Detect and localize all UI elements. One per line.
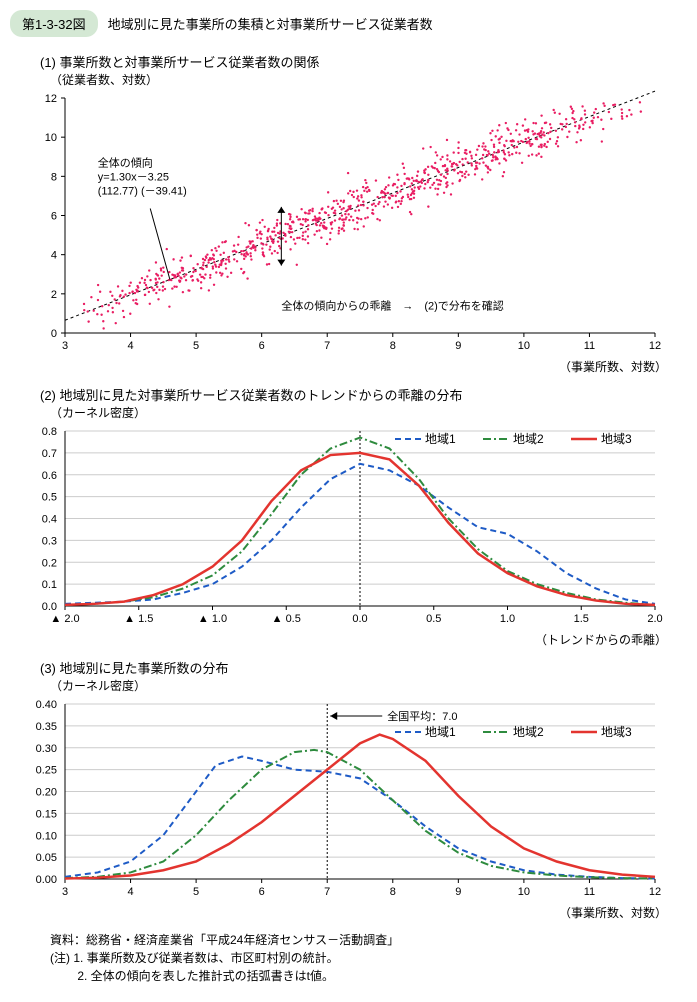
svg-text:地域2: 地域2	[513, 725, 544, 739]
svg-text:9: 9	[455, 886, 461, 898]
svg-text:12: 12	[45, 93, 57, 105]
svg-text:地域3: 地域3	[601, 432, 632, 446]
svg-text:4: 4	[127, 886, 133, 898]
svg-text:地域2: 地域2	[513, 432, 544, 446]
panel2-title: (2) 地域別に見た対事業所サービス従業者数のトレンドからの乖離の分布	[40, 385, 687, 404]
panel1-xlabel: （事業所数、対数）	[10, 358, 667, 375]
svg-text:10: 10	[518, 340, 530, 352]
svg-text:12: 12	[649, 886, 661, 898]
svg-text:6: 6	[51, 211, 57, 223]
svg-text:▲ 1.0: ▲ 1.0	[198, 613, 227, 625]
svg-text:地域1: 地域1	[425, 725, 456, 739]
svg-text:全体の傾向からの乖離 → (2)で分布を確認: 全体の傾向からの乖離 → (2)で分布を確認	[281, 299, 503, 313]
svg-text:3: 3	[62, 886, 68, 898]
svg-text:0.15: 0.15	[36, 808, 57, 820]
svg-text:(112.77) (－39.41): (112.77) (－39.41)	[98, 186, 187, 198]
svg-text:0.2: 0.2	[42, 557, 57, 569]
svg-text:2: 2	[51, 289, 57, 301]
svg-text:0.3: 0.3	[42, 535, 57, 547]
figure-title: 地域別に見た事業所の集積と対事業所サービス従業者数	[108, 14, 433, 33]
svg-text:7: 7	[324, 886, 330, 898]
svg-text:全国平均：7.0: 全国平均：7.0	[387, 709, 457, 723]
svg-text:0.0: 0.0	[42, 601, 57, 613]
svg-text:1.0: 1.0	[500, 613, 515, 625]
svg-text:地域1: 地域1	[425, 432, 456, 446]
svg-text:10: 10	[45, 132, 57, 144]
svg-text:0: 0	[51, 328, 57, 340]
svg-text:11: 11	[584, 886, 595, 898]
svg-text:12: 12	[649, 340, 661, 352]
panel3-title: (3) 地域別に見た事業所数の分布	[40, 658, 687, 677]
svg-text:5: 5	[193, 340, 199, 352]
svg-text:6: 6	[259, 340, 265, 352]
svg-text:5: 5	[193, 886, 199, 898]
svg-text:0.0: 0.0	[352, 613, 367, 625]
svg-text:0.7: 0.7	[42, 448, 57, 460]
panel1-title: (1) 事業所数と対事業所サービス従業者数の関係	[40, 52, 687, 71]
svg-text:0.00: 0.00	[36, 874, 57, 886]
svg-text:▲ 0.5: ▲ 0.5	[272, 613, 301, 625]
svg-text:0.8: 0.8	[42, 426, 57, 438]
svg-text:0.5: 0.5	[426, 613, 441, 625]
svg-text:11: 11	[584, 340, 595, 352]
svg-text:0.5: 0.5	[42, 492, 57, 504]
panel2-ylabel: （カーネル密度）	[50, 404, 687, 421]
svg-text:2.0: 2.0	[647, 613, 662, 625]
svg-text:0.35: 0.35	[36, 721, 57, 733]
figure-label: 第1-3-32図	[10, 10, 98, 37]
svg-text:0.20: 0.20	[36, 787, 57, 799]
svg-text:0.4: 0.4	[42, 514, 57, 526]
svg-text:8: 8	[51, 171, 57, 183]
svg-text:0.40: 0.40	[36, 699, 57, 711]
svg-text:0.25: 0.25	[36, 765, 57, 777]
panel3-ylabel: （カーネル密度）	[50, 677, 687, 694]
footnote-note1: (注) 1. 事業所数及び従業者数は、市区町村別の統計。	[50, 949, 687, 967]
svg-text:6: 6	[259, 886, 265, 898]
svg-text:地域3: 地域3	[601, 725, 632, 739]
svg-text:0.10: 0.10	[36, 830, 57, 842]
svg-text:0.30: 0.30	[36, 743, 57, 755]
svg-text:4: 4	[127, 340, 133, 352]
svg-text:▲ 1.5: ▲ 1.5	[124, 613, 153, 625]
svg-text:0.6: 0.6	[42, 470, 57, 482]
panel2-xlabel: （トレンドからの乖離）	[10, 631, 667, 648]
svg-text:7: 7	[324, 340, 330, 352]
svg-text:0.05: 0.05	[36, 852, 57, 864]
footnote-source: 資料：総務省・経済産業省「平成24年経済センサス－活動調査」	[50, 931, 687, 949]
panel3-xlabel: （事業所数、対数）	[10, 904, 667, 921]
svg-text:10: 10	[518, 886, 530, 898]
scatter-chart: 3 4 5 6 7 8 9 10 11 12 0 2 4 6 8 10 12 全体の傾向 y=1.30x－3.25 (…	[10, 88, 670, 358]
panel1-ylabel: （従業者数、対数）	[50, 71, 687, 88]
svg-text:▲ 2.0: ▲ 2.0	[50, 613, 79, 625]
svg-text:3: 3	[62, 340, 68, 352]
svg-text:8: 8	[390, 340, 396, 352]
footnote-note2: 2. 全体の傾向を表した推計式の括弧書きはt値。	[50, 967, 687, 985]
svg-text:9: 9	[455, 340, 461, 352]
density-chart-3: 0.00 0.05 0.10 0.15 0.20 0.25 0.30 0.35 0.40 3 4 5 6…	[10, 694, 670, 904]
svg-text:8: 8	[390, 886, 396, 898]
svg-text:y=1.30x－3.25: y=1.30x－3.25	[98, 172, 169, 184]
svg-text:全体の傾向: 全体の傾向	[98, 156, 153, 170]
density-chart-2: 0.0 0.1 0.2 0.3 0.4 0.5 0.6 0.7 0.8 ▲ 2.0 ▲ 1.5 ▲ 1…	[10, 421, 670, 631]
svg-text:4: 4	[51, 250, 57, 262]
svg-text:1.5: 1.5	[574, 613, 589, 625]
svg-text:0.1: 0.1	[42, 579, 57, 591]
